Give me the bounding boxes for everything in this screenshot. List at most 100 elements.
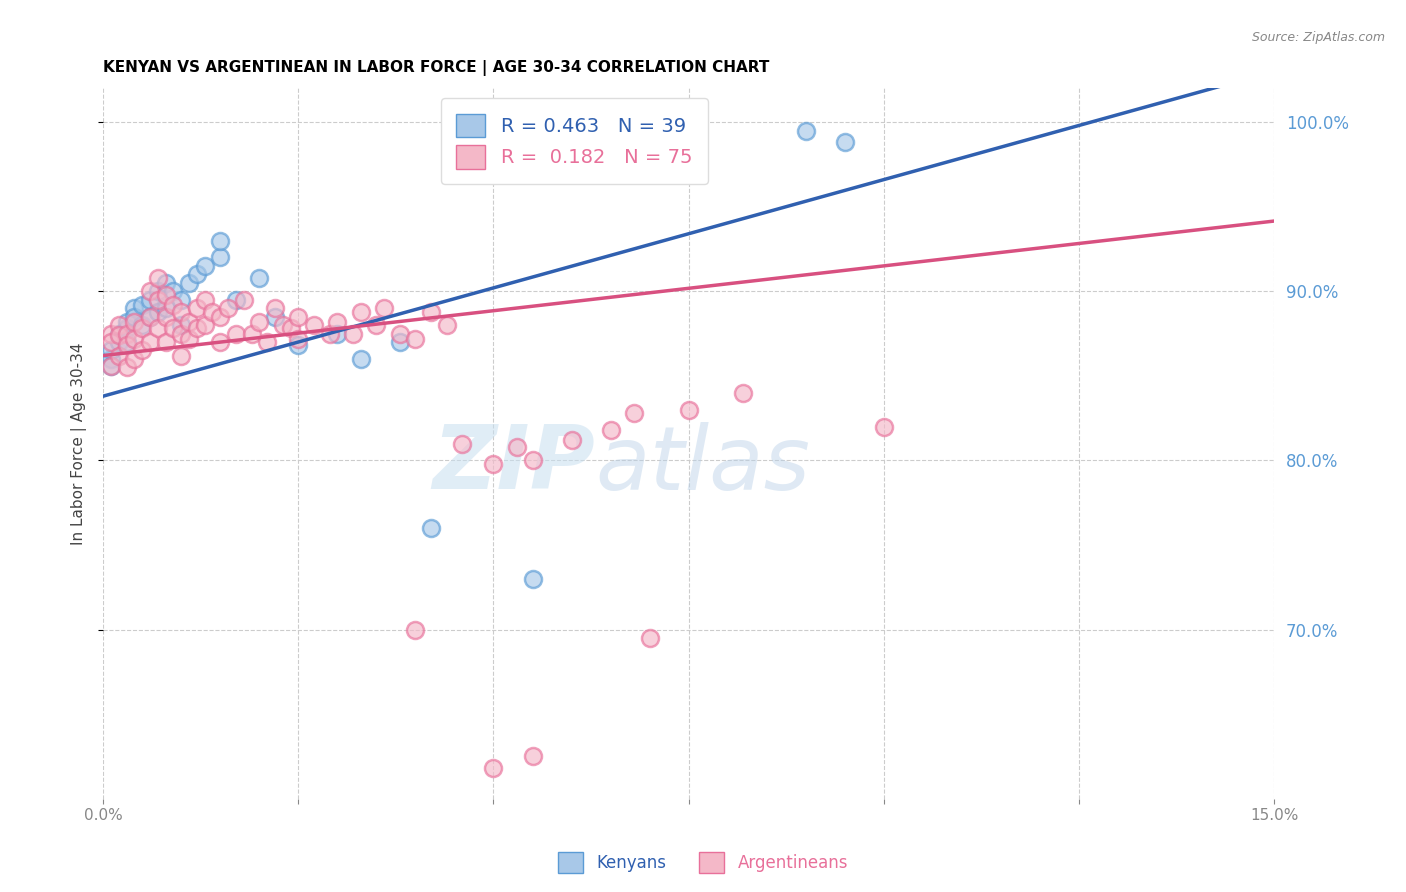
Point: [264, 310, 287, 324]
Point: [599, 423, 621, 437]
Point: [131, 321, 153, 335]
Point: [100, 359, 122, 373]
Point: [139, 310, 162, 324]
Point: [108, 326, 131, 341]
Point: [146, 285, 169, 299]
Point: [108, 328, 131, 343]
Point: [100, 359, 122, 373]
Point: [420, 521, 443, 535]
Point: [638, 631, 661, 645]
Point: [388, 326, 411, 341]
Point: [404, 623, 426, 637]
Point: [155, 334, 177, 349]
Point: [146, 270, 169, 285]
Point: [139, 293, 162, 307]
Point: [115, 326, 138, 341]
Point: [162, 285, 184, 299]
Point: [217, 301, 239, 315]
Point: [194, 259, 217, 273]
Point: [124, 301, 146, 315]
Point: [177, 276, 200, 290]
Point: [139, 285, 162, 299]
Point: [560, 433, 582, 447]
Point: [131, 343, 153, 358]
Point: [108, 349, 131, 363]
Point: [522, 453, 544, 467]
Point: [139, 334, 162, 349]
Point: [834, 136, 856, 150]
Point: [124, 332, 146, 346]
Point: [124, 351, 146, 366]
Point: [225, 293, 247, 307]
Point: [794, 123, 817, 137]
Point: [350, 351, 373, 366]
Point: [225, 326, 247, 341]
Point: [350, 304, 373, 318]
Point: [162, 298, 184, 312]
Point: [170, 349, 193, 363]
Point: [186, 321, 208, 335]
Point: [155, 310, 177, 324]
Point: [623, 406, 645, 420]
Point: [186, 268, 208, 282]
Point: [115, 321, 138, 335]
Point: [280, 321, 302, 335]
Point: [318, 326, 340, 341]
Point: [177, 315, 200, 329]
Point: [506, 440, 529, 454]
Point: [264, 301, 287, 315]
Point: [302, 318, 325, 332]
Point: [170, 293, 193, 307]
Y-axis label: In Labor Force | Age 30-34: In Labor Force | Age 30-34: [72, 343, 87, 545]
Point: [247, 315, 270, 329]
Point: [100, 334, 122, 349]
Point: [115, 338, 138, 352]
Point: [451, 436, 474, 450]
Point: [342, 326, 364, 341]
Point: [522, 749, 544, 764]
Point: [201, 304, 224, 318]
Point: [209, 310, 232, 324]
Point: [366, 318, 388, 332]
Point: [100, 343, 122, 358]
Point: [271, 318, 294, 332]
Point: [194, 293, 217, 307]
Point: [678, 402, 700, 417]
Point: [170, 304, 193, 318]
Point: [115, 334, 138, 349]
Point: [177, 332, 200, 346]
Point: [100, 326, 122, 341]
Point: [287, 338, 309, 352]
Point: [131, 318, 153, 332]
Point: [482, 457, 505, 471]
Point: [436, 318, 458, 332]
Point: [247, 270, 270, 285]
Point: [155, 301, 177, 315]
Legend: Kenyans, Argentineans: Kenyans, Argentineans: [551, 846, 855, 880]
Text: Source: ZipAtlas.com: Source: ZipAtlas.com: [1251, 31, 1385, 45]
Legend: R = 0.463   N = 39, R =  0.182   N = 75: R = 0.463 N = 39, R = 0.182 N = 75: [440, 98, 709, 185]
Point: [209, 234, 232, 248]
Point: [209, 251, 232, 265]
Text: atlas: atlas: [595, 422, 810, 508]
Point: [420, 304, 443, 318]
Text: ZIP: ZIP: [432, 421, 595, 508]
Point: [108, 334, 131, 349]
Point: [209, 334, 232, 349]
Point: [482, 761, 505, 775]
Point: [256, 334, 278, 349]
Point: [146, 321, 169, 335]
Point: [146, 304, 169, 318]
Point: [240, 326, 263, 341]
Point: [131, 298, 153, 312]
Point: [146, 293, 169, 307]
Point: [170, 326, 193, 341]
Point: [155, 287, 177, 301]
Point: [873, 419, 896, 434]
Text: KENYAN VS ARGENTINEAN IN LABOR FORCE | AGE 30-34 CORRELATION CHART: KENYAN VS ARGENTINEAN IN LABOR FORCE | A…: [103, 60, 769, 76]
Point: [115, 315, 138, 329]
Point: [404, 332, 426, 346]
Point: [139, 310, 162, 324]
Point: [326, 315, 349, 329]
Point: [522, 572, 544, 586]
